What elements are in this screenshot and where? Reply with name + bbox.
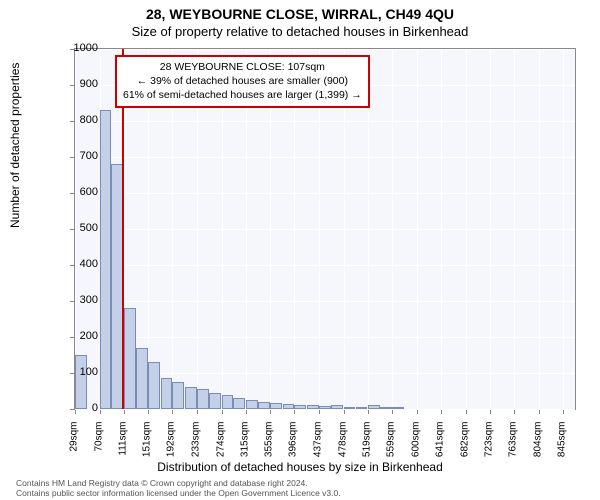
histogram-bar bbox=[344, 407, 356, 409]
histogram-bar bbox=[307, 405, 319, 409]
histogram-bar bbox=[172, 382, 184, 409]
chart-subtitle: Size of property relative to detached ho… bbox=[0, 24, 600, 39]
y-tick-label: 200 bbox=[68, 330, 98, 342]
x-tick-label: 233sqm bbox=[191, 422, 202, 462]
histogram-bar bbox=[368, 405, 380, 409]
x-tick-label: 29sqm bbox=[69, 422, 80, 462]
y-tick-label: 1000 bbox=[68, 42, 98, 54]
x-tick-label: 111sqm bbox=[118, 422, 129, 462]
histogram-bar bbox=[380, 407, 392, 409]
x-tick-label: 70sqm bbox=[93, 422, 104, 462]
x-tick-label: 559sqm bbox=[385, 422, 396, 462]
y-tick-label: 400 bbox=[68, 258, 98, 270]
y-tick-label: 100 bbox=[68, 366, 98, 378]
histogram-bar bbox=[392, 407, 404, 409]
x-tick-label: 723sqm bbox=[484, 422, 495, 462]
histogram-bar bbox=[283, 404, 295, 409]
x-axis-label: Distribution of detached houses by size … bbox=[0, 460, 600, 474]
histogram-bar bbox=[209, 393, 221, 409]
x-tick-label: 192sqm bbox=[166, 422, 177, 462]
y-tick-label: 800 bbox=[68, 114, 98, 126]
info-line-3: 61% of semi-detached houses are larger (… bbox=[123, 88, 362, 102]
info-line-1: 28 WEYBOURNE CLOSE: 107sqm bbox=[123, 60, 362, 74]
y-tick-label: 600 bbox=[68, 186, 98, 198]
histogram-bar bbox=[136, 348, 148, 409]
histogram-bar bbox=[197, 389, 209, 409]
x-tick-label: 641sqm bbox=[435, 422, 446, 462]
chart-plot-area: 28 WEYBOURNE CLOSE: 107sqm ← 39% of deta… bbox=[74, 48, 576, 410]
histogram-bar bbox=[270, 403, 282, 409]
histogram-bar bbox=[75, 355, 87, 409]
footer-line-2: Contains public sector information licen… bbox=[16, 488, 341, 498]
y-tick-label: 700 bbox=[68, 150, 98, 162]
info-callout-box: 28 WEYBOURNE CLOSE: 107sqm ← 39% of deta… bbox=[115, 55, 370, 108]
histogram-bar bbox=[222, 395, 234, 409]
histogram-bar bbox=[124, 308, 136, 409]
histogram-bar bbox=[319, 406, 331, 409]
histogram-bar bbox=[185, 387, 197, 409]
histogram-bar bbox=[356, 407, 368, 409]
histogram-bar bbox=[258, 402, 270, 409]
page-title: 28, WEYBOURNE CLOSE, WIRRAL, CH49 4QU bbox=[0, 0, 600, 22]
x-tick-label: 396sqm bbox=[288, 422, 299, 462]
x-tick-label: 355sqm bbox=[263, 422, 274, 462]
histogram-bar bbox=[233, 398, 245, 409]
x-tick-label: 274sqm bbox=[215, 422, 226, 462]
y-axis-label: Number of detached properties bbox=[8, 63, 22, 228]
histogram-bar bbox=[148, 362, 160, 409]
x-tick-label: 682sqm bbox=[459, 422, 470, 462]
histogram-bar bbox=[246, 400, 258, 409]
attribution-footer: Contains HM Land Registry data © Crown c… bbox=[16, 478, 341, 498]
histogram-bar bbox=[331, 405, 343, 409]
x-tick-label: 151sqm bbox=[141, 422, 152, 462]
y-tick-label: 500 bbox=[68, 222, 98, 234]
x-tick-label: 519sqm bbox=[362, 422, 373, 462]
x-tick-label: 763sqm bbox=[507, 422, 518, 462]
y-tick-label: 0 bbox=[68, 402, 98, 414]
y-tick-label: 900 bbox=[68, 78, 98, 90]
y-tick-label: 300 bbox=[68, 294, 98, 306]
info-line-2: ← 39% of detached houses are smaller (90… bbox=[123, 74, 362, 88]
x-tick-label: 478sqm bbox=[337, 422, 348, 462]
x-tick-label: 845sqm bbox=[557, 422, 568, 462]
x-tick-label: 804sqm bbox=[532, 422, 543, 462]
histogram-bar bbox=[294, 405, 306, 409]
x-tick-label: 315sqm bbox=[240, 422, 251, 462]
histogram-bar bbox=[161, 378, 173, 409]
x-tick-label: 600sqm bbox=[410, 422, 421, 462]
histogram-bar bbox=[100, 110, 112, 409]
x-tick-label: 437sqm bbox=[313, 422, 324, 462]
footer-line-1: Contains HM Land Registry data © Crown c… bbox=[16, 478, 341, 488]
